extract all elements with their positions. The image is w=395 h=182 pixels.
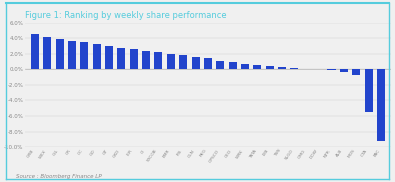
Bar bbox=[241, 64, 249, 69]
Bar bbox=[278, 67, 286, 69]
Bar bbox=[68, 41, 76, 69]
Bar bbox=[43, 37, 51, 69]
Bar bbox=[253, 66, 261, 69]
Bar bbox=[56, 39, 64, 69]
Bar bbox=[327, 69, 335, 70]
Bar bbox=[105, 46, 113, 69]
Bar bbox=[352, 69, 360, 75]
Bar bbox=[31, 34, 39, 69]
Bar bbox=[377, 69, 385, 141]
Bar bbox=[365, 69, 372, 112]
Bar bbox=[192, 57, 199, 69]
Bar bbox=[216, 61, 224, 69]
Bar bbox=[229, 62, 237, 69]
Bar bbox=[290, 68, 299, 69]
Bar bbox=[266, 66, 274, 69]
Text: Source : Bloomberg Finance LP: Source : Bloomberg Finance LP bbox=[16, 174, 102, 179]
Bar bbox=[117, 48, 125, 69]
Text: Figure 1: Ranking by weekly share performance: Figure 1: Ranking by weekly share perfor… bbox=[25, 11, 227, 20]
Bar bbox=[204, 58, 212, 69]
Bar bbox=[142, 51, 150, 69]
Bar bbox=[80, 42, 88, 69]
Bar bbox=[340, 69, 348, 72]
Bar bbox=[130, 49, 138, 69]
Bar bbox=[92, 44, 101, 69]
Bar bbox=[167, 54, 175, 69]
Bar bbox=[179, 55, 187, 69]
Bar bbox=[154, 52, 162, 69]
